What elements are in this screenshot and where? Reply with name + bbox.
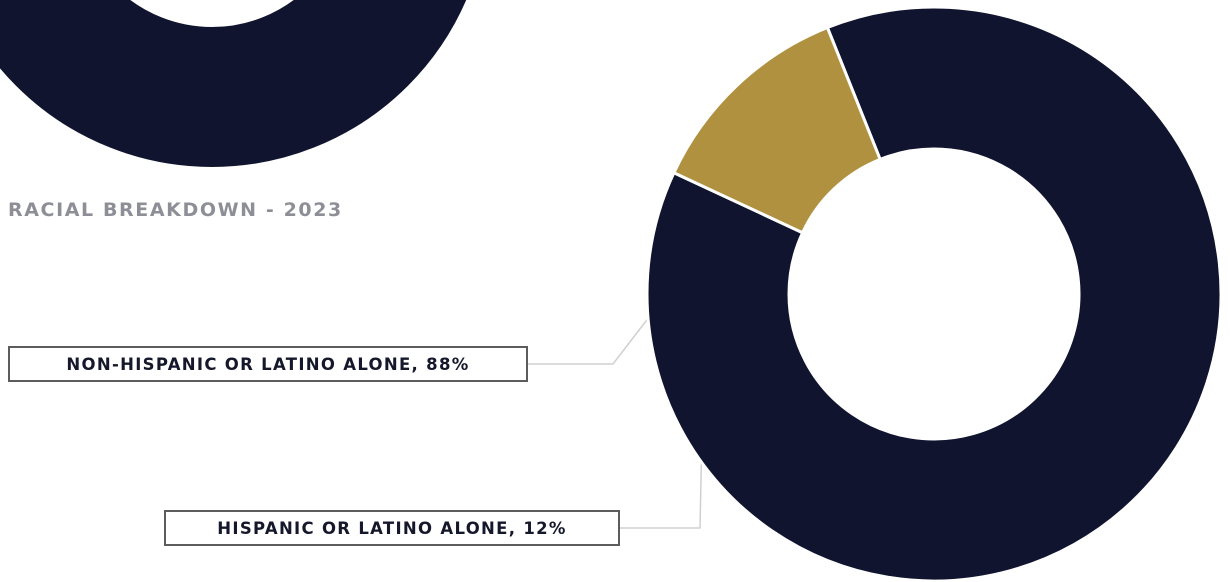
slice-non-hispanic bbox=[645, 5, 1223, 582]
slice-label-non-hispanic: NON-HISPANIC OR LATINO ALONE, 88% bbox=[8, 346, 528, 382]
previous-donut-ring bbox=[0, 0, 467, 167]
chart-title: RACIAL BREAKDOWN - 2023 bbox=[8, 199, 343, 221]
slice-hispanic bbox=[672, 26, 882, 235]
previous-donut-chart bbox=[0, 0, 467, 167]
donut-chart bbox=[645, 5, 1223, 582]
slice-label-hispanic: HISPANIC OR LATINO ALONE, 12% bbox=[164, 510, 620, 546]
